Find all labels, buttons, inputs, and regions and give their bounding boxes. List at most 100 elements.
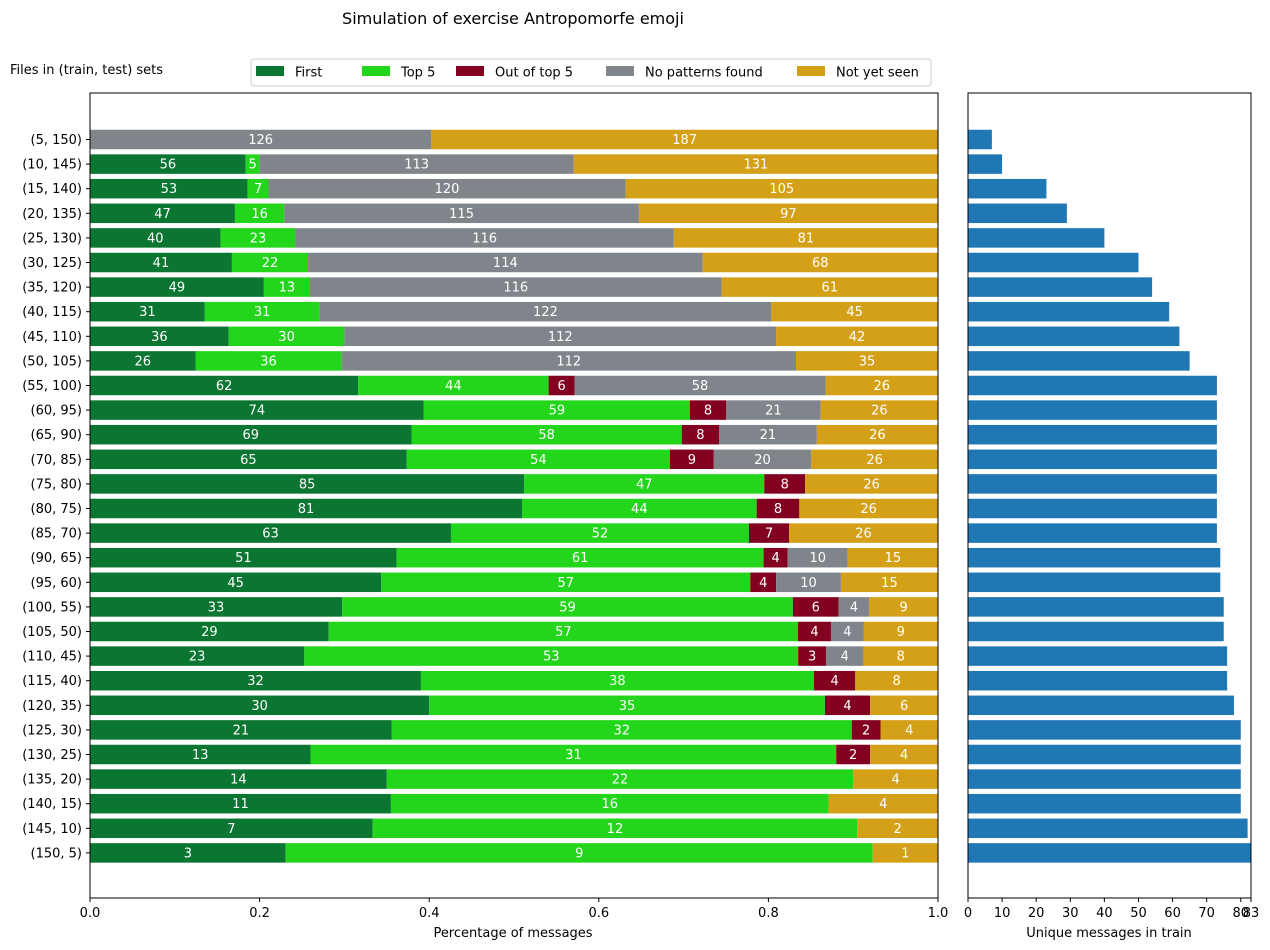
bar-segment <box>390 793 829 814</box>
bar-value-label: 7 <box>765 527 773 542</box>
bar-segment <box>522 498 757 519</box>
bar-segment <box>813 670 856 691</box>
bar-value-label: 31 <box>139 305 156 320</box>
side-x-tick-label: 83 <box>1243 906 1260 921</box>
bar-segment <box>431 129 938 150</box>
bar-value-label: 9 <box>575 846 583 861</box>
x-tick-label: 0.4 <box>419 906 440 921</box>
bar-segment <box>90 646 305 666</box>
bar-value-label: 13 <box>279 281 296 296</box>
bar-value-label: 32 <box>614 723 631 738</box>
bar-segment <box>90 670 421 691</box>
bar-value-label: 4 <box>891 773 899 788</box>
bar-segment <box>776 326 938 347</box>
main-plot-frame <box>89 92 939 899</box>
bar-segment <box>90 474 525 494</box>
bar-segment <box>756 498 800 519</box>
bar-value-label: 15 <box>885 551 902 566</box>
bar-segment <box>713 449 812 470</box>
side-x-tick-label: 40 <box>1096 906 1113 921</box>
bar-value-label: 26 <box>855 527 872 542</box>
bar-value-label: 8 <box>704 404 712 419</box>
bar-value-label: 4 <box>843 625 851 640</box>
bar-segment <box>836 744 871 765</box>
bar-value-label: 4 <box>905 723 913 738</box>
bar-segment <box>429 695 825 716</box>
bar-value-label: 16 <box>251 207 268 222</box>
side-bars <box>968 129 1251 863</box>
legend-frame <box>250 58 932 87</box>
bar-segment <box>820 400 938 420</box>
y-tick-label: (145, 10) <box>22 822 82 837</box>
bar-segment <box>284 203 639 224</box>
bar-value-label: 52 <box>592 527 609 542</box>
bar-value-label: 65 <box>240 453 257 468</box>
bar-value-label: 81 <box>298 502 315 517</box>
y-tick-label: (40, 115) <box>22 305 82 320</box>
y-tick-label: (15, 140) <box>22 182 82 197</box>
bar-value-label: 7 <box>227 822 235 837</box>
y-tick-label: (110, 45) <box>22 650 82 665</box>
bar-segment <box>90 744 311 765</box>
bar-value-label: 26 <box>869 428 886 443</box>
bar-value-label: 115 <box>449 207 474 222</box>
bar-segment <box>524 474 765 494</box>
legend-swatch <box>362 66 390 76</box>
bar-segment <box>341 351 796 371</box>
y-tick-label: (45, 110) <box>22 330 82 345</box>
side-bar <box>968 474 1217 494</box>
bar-segment <box>259 154 574 174</box>
y-tick-label: (25, 130) <box>22 231 82 246</box>
bar-segment <box>863 646 938 666</box>
legend-swatch <box>606 66 634 76</box>
bar-value-label: 30 <box>251 699 268 714</box>
y-tick-label: (55, 100) <box>22 379 82 394</box>
side-bar <box>968 228 1105 248</box>
bar-value-label: 21 <box>760 428 777 443</box>
bar-value-label: 131 <box>743 158 768 173</box>
bar-segment <box>880 720 938 740</box>
y-tick-label: (125, 30) <box>22 723 82 738</box>
bar-value-label: 45 <box>846 305 863 320</box>
bar-segment <box>411 424 682 445</box>
x-tick-label: 0.2 <box>249 906 270 921</box>
bar-segment <box>245 154 260 174</box>
bar-value-label: 22 <box>262 256 279 271</box>
bar-segment <box>763 547 788 568</box>
bar-value-label: 4 <box>900 748 908 763</box>
side-x-tick-label: 60 <box>1164 906 1181 921</box>
bar-value-label: 44 <box>631 502 648 517</box>
bar-value-label: 22 <box>612 773 629 788</box>
bar-value-label: 30 <box>278 330 295 345</box>
side-bar <box>968 498 1217 519</box>
bar-segment <box>90 793 391 814</box>
legend-swatch <box>797 66 825 76</box>
bar-segment <box>719 424 817 445</box>
bar-segment <box>726 400 821 420</box>
side-x-tick-label: 20 <box>1028 906 1045 921</box>
bar-value-label: 112 <box>556 354 581 369</box>
bar-segment <box>90 449 407 470</box>
legend-label: No patterns found <box>645 66 763 81</box>
y-tick-label: (65, 90) <box>31 428 83 443</box>
bar-value-label: 12 <box>607 822 624 837</box>
side-x-tick-label: 80 <box>1232 906 1249 921</box>
bar-value-label: 122 <box>533 305 558 320</box>
bar-value-label: 57 <box>555 625 572 640</box>
bar-value-label: 116 <box>503 281 528 296</box>
bar-segment <box>304 646 799 666</box>
bar-value-label: 6 <box>900 699 908 714</box>
bar-segment <box>638 203 938 224</box>
bar-value-label: 9 <box>688 453 696 468</box>
bar-segment <box>830 621 864 642</box>
bar-value-label: 56 <box>160 158 177 173</box>
bar-segment <box>776 572 841 593</box>
bar-value-label: 4 <box>830 674 838 689</box>
bar-segment <box>90 228 221 248</box>
bar-segment <box>90 695 430 716</box>
y-tick-label: (150, 5) <box>31 846 83 861</box>
bar-value-label: 23 <box>189 650 206 665</box>
bar-value-label: 45 <box>227 576 244 591</box>
bar-value-label: 105 <box>769 182 794 197</box>
bar-segment <box>90 154 246 174</box>
